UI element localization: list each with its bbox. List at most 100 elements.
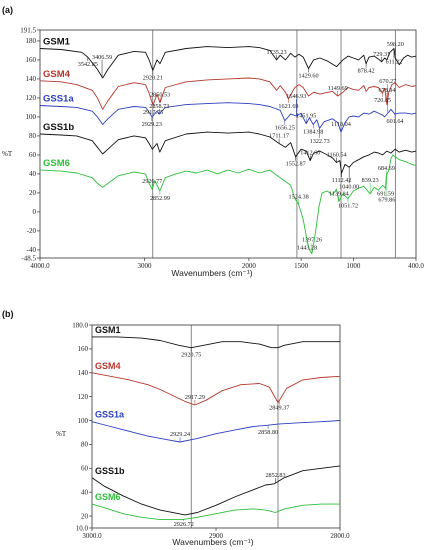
peak-annotation-label: 2926.77 (142, 178, 162, 185)
y-tick-label: 160 (78, 345, 89, 353)
series-line-gsm4 (91, 372, 341, 406)
panel-b-label: (b) (2, 309, 14, 319)
series-line-gss1b (91, 465, 341, 516)
peak-annotation-label: 598.20 (387, 41, 404, 48)
peak-annotation-label: 1429.60 (298, 72, 318, 79)
peak-annotation-label: 1711.17 (269, 133, 289, 140)
series-name-gsm6: GSM6 (95, 492, 121, 502)
x-tick-label: 4000.0 (30, 262, 50, 270)
series-name-gsm4: GSM4 (95, 361, 121, 371)
peak-annotation-label: 1384.98 (303, 129, 323, 136)
x-tick-label: 2900 (209, 532, 224, 540)
y-tick-label: 80 (81, 441, 89, 449)
peak-annotation-label: 1451.95 (296, 112, 316, 119)
peak-annotation-label: 1118.04 (331, 121, 351, 128)
y-tick-label: 80 (29, 132, 37, 140)
peak-annotation-label: 1443.28 (297, 244, 317, 251)
panel-a-label: (a) (2, 5, 13, 15)
peak-annotation-label: 670.27 (379, 78, 396, 85)
plot-frame (91, 324, 341, 529)
peak-annotation-label: 679.86 (378, 197, 395, 204)
peak-annotation-label: 1040.00 (339, 183, 359, 190)
peak-annotation-label: 1546.93 (286, 93, 306, 100)
panel-b-chart: 3000.0 2900 2800.0 180.0 160 140 120 100 80 60 40 2… (72, 321, 350, 540)
y-tick-label: -48.5 (21, 254, 36, 262)
plot-frame (39, 29, 417, 259)
series-line-gsm4 (39, 77, 417, 110)
peak-annotation-label: 1552.87 (286, 161, 306, 168)
series-name-gsm1: GSM1 (95, 325, 121, 335)
y-tick-label: -20 (27, 227, 37, 235)
peak-annotation-label: 601.64 (386, 118, 403, 125)
series-line-gss1a (91, 420, 341, 443)
peak-annotation-label: 2850.53 (150, 91, 170, 98)
y-tick-label: 20 (29, 189, 37, 197)
peak-annotation-label: 2852.83 (265, 472, 285, 479)
peak-annotation-label: 1656.25 (275, 125, 295, 132)
series-name-gss1b: GSS1b (95, 466, 125, 476)
series-line-gsm1 (39, 46, 417, 79)
x-tick-label: 2800.0 (330, 532, 350, 540)
peak-annotation-label: 1112.42 (332, 177, 352, 184)
peak-annotation-label: 2849.37 (269, 405, 289, 412)
y-tick-label: -40 (27, 246, 37, 254)
x-tick-label: 1500 (294, 262, 309, 270)
peak-annotation-label: 1621.69 (278, 103, 298, 110)
series-name-gsm1: GSM1 (43, 37, 71, 48)
peak-annotation-label: 1524.38 (289, 193, 309, 200)
panel-b-y-axis-label: %T (56, 430, 67, 438)
y-tick-label: 140 (78, 369, 89, 377)
peak-annotation-label: 684.69 (378, 165, 395, 172)
peak-annotation-label: 1322.73 (310, 138, 330, 145)
x-tick-label: 3000 (137, 262, 152, 270)
y-tick-label: 100 (26, 113, 37, 121)
panel-a-y-axis-label: %T (2, 150, 13, 158)
peak-annotation-label: 1149.69 (328, 85, 348, 92)
peak-annotation-label: 1397.26 (302, 237, 322, 244)
y-tick-label: 60 (81, 465, 89, 473)
peak-annotation-label: 3406.59 (92, 54, 112, 61)
y-tick-label: 120 (78, 393, 89, 401)
series-line-gsm1 (92, 336, 340, 349)
series-line-gss1b (39, 131, 417, 174)
peak-annotation-label: 2917.75 (143, 109, 163, 116)
series-name-gss1a: GSS1a (43, 94, 74, 105)
x-tick-label: 3000.0 (82, 532, 102, 540)
y-tick-label: 10.0 (76, 524, 89, 532)
series-name-gss1a: GSS1a (95, 410, 125, 420)
peak-annotation-label: 1160.54 (327, 151, 347, 158)
y-tick-label: 40 (29, 170, 37, 178)
y-tick-label: 180 (26, 37, 37, 45)
peak-annotation-label: 2920.75 (181, 352, 201, 359)
peak-annotation-label: 2920.21 (143, 74, 163, 81)
series-line-gsm6 (91, 503, 340, 521)
series-line-gss1a (39, 102, 417, 133)
peak-annotation-label: 1412.60 (300, 149, 320, 156)
peak-annotation-label: 2852.99 (150, 195, 170, 202)
peak-annotation-label: 729.31 (373, 51, 390, 58)
peak-annotation-label: 878.42 (358, 68, 375, 75)
peak-annotation-label: 720.85 (374, 97, 391, 104)
panel-a-x-axis-label: Wavenumbers (cm⁻¹) (171, 268, 252, 278)
y-tick-label: 60 (29, 151, 37, 159)
series-name-gss1b: GSS1b (43, 122, 74, 133)
peak-annotation-label: 691.59 (377, 191, 394, 198)
series-line-gsm6 (39, 154, 417, 255)
x-tick-label: 2000 (242, 262, 257, 270)
y-tick-label: 180.0 (72, 321, 88, 329)
peak-annotation-label: 678.94 (378, 87, 395, 94)
peak-annotation-label: 839.23 (362, 177, 379, 184)
y-tick-label: 0 (33, 208, 37, 216)
y-tick-label: 20 (81, 512, 89, 520)
peak-annotation-label: 2926.72 (174, 521, 194, 528)
y-tick-label: 100 (78, 417, 89, 425)
y-tick-label: 40 (81, 488, 89, 496)
y-tick-label: 120 (26, 94, 37, 102)
peak-annotation-label: 2858.80 (258, 429, 278, 436)
panel-b-x-axis-label: Wavenumbers (cm⁻¹) (172, 537, 253, 547)
y-tick-label: 191.5 (20, 26, 36, 34)
series-name-gsm4: GSM4 (43, 69, 71, 80)
y-tick-label: 140 (26, 75, 37, 83)
x-tick-label: 1000 (346, 262, 361, 270)
